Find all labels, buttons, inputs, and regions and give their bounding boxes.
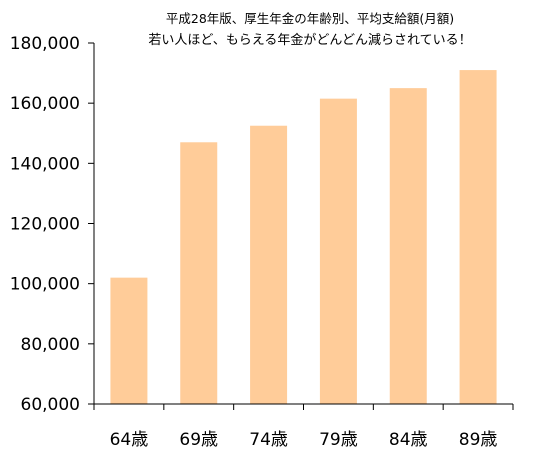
y-tick-label: 100,000 [10, 275, 80, 295]
axes [93, 43, 514, 410]
bar-79歳 [319, 98, 357, 404]
bar-89歳 [459, 70, 497, 404]
x-axis-labels: 64歳 69歳 74歳 79歳 84歳 89歳 [110, 430, 498, 450]
y-tick-label: 120,000 [10, 215, 80, 235]
bar-series [110, 70, 497, 405]
bar-74歳 [250, 125, 288, 405]
bar-64歳 [110, 277, 148, 404]
x-tick-label: 79歳 [319, 430, 358, 450]
y-tick-label: 160,000 [10, 94, 80, 114]
bar-84歳 [389, 88, 427, 404]
y-tick-label: 60,000 [21, 395, 80, 415]
x-tick-label: 84歳 [389, 430, 428, 450]
chart-title-line1: 平成28年版、厚生年金の年齢別、平均支給額(月額) [166, 11, 454, 26]
chart-title-line2: 若い人ほど、もらえる年金がどんどん減らされている！ [148, 32, 471, 48]
x-tick-label: 69歳 [179, 430, 218, 450]
y-tick-label: 140,000 [10, 154, 80, 174]
y-axis-ticks: 60,000 80,000 100,000 120,000 140,000 160,000… [10, 34, 94, 415]
bar-69歳 [180, 142, 218, 404]
x-tick-label: 89歳 [459, 430, 498, 450]
y-tick-label: 80,000 [21, 335, 80, 355]
y-tick-label: 180,000 [10, 34, 80, 54]
x-tick-label: 64歳 [110, 430, 149, 450]
x-tick-label: 74歳 [249, 430, 288, 450]
